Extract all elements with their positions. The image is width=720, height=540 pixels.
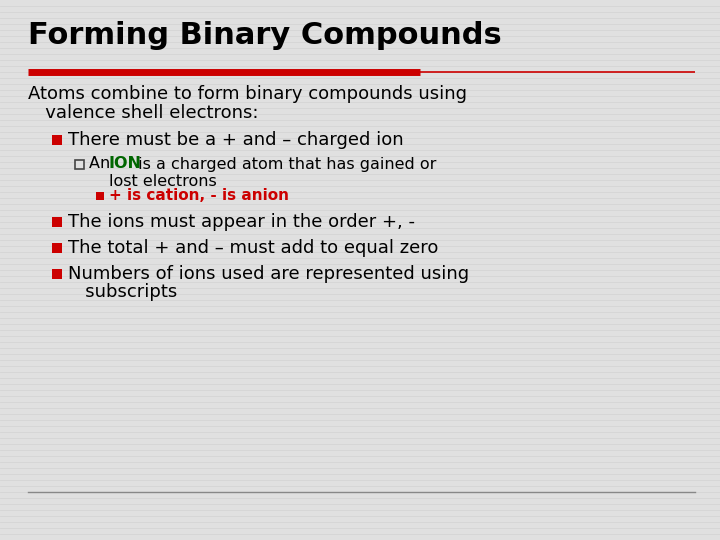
Text: Numbers of ions used are represented using: Numbers of ions used are represented usi… bbox=[68, 265, 469, 283]
Text: There must be a + and – charged ion: There must be a + and – charged ion bbox=[68, 131, 404, 149]
Text: is a charged atom that has gained or: is a charged atom that has gained or bbox=[133, 157, 436, 172]
Text: + is cation, - is anion: + is cation, - is anion bbox=[109, 188, 289, 204]
Bar bbox=[52, 135, 62, 145]
Text: valence shell electrons:: valence shell electrons: bbox=[28, 104, 258, 122]
Text: Forming Binary Compounds: Forming Binary Compounds bbox=[28, 21, 502, 50]
Text: An: An bbox=[89, 157, 115, 172]
Bar bbox=[52, 243, 62, 253]
Text: Atoms combine to form binary compounds using: Atoms combine to form binary compounds u… bbox=[28, 85, 467, 103]
Bar bbox=[75, 160, 84, 169]
Text: The ions must appear in the order +, -: The ions must appear in the order +, - bbox=[68, 213, 415, 231]
Text: ION: ION bbox=[109, 157, 142, 172]
Text: subscripts: subscripts bbox=[68, 283, 177, 301]
Text: The total + and – must add to equal zero: The total + and – must add to equal zero bbox=[68, 239, 438, 257]
Bar bbox=[52, 217, 62, 227]
Text: lost electrons: lost electrons bbox=[109, 173, 217, 188]
Bar bbox=[52, 269, 62, 279]
Bar bbox=[96, 192, 104, 200]
